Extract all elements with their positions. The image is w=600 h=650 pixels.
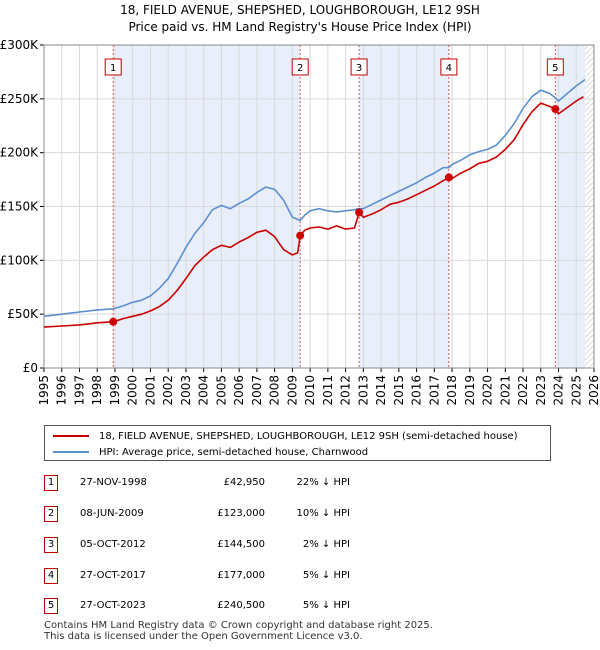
x-tick-label: 2006 — [232, 375, 246, 406]
footer-license: This data is licensed under the Open Gov… — [44, 631, 363, 642]
y-tick-label: £150K — [0, 200, 39, 214]
x-tick-label: 1999 — [108, 375, 122, 406]
sale-point — [551, 105, 560, 114]
sale-label-box — [291, 58, 309, 76]
legend-swatch-hpi — [53, 451, 89, 453]
y-tick-label: £200K — [0, 146, 39, 160]
x-tick-label: 2024 — [552, 375, 566, 406]
legend-item-property: 18, FIELD AVENUE, SHEPSHED, LOUGHBOROUGH… — [53, 429, 518, 443]
x-tick-label: 1995 — [37, 375, 51, 406]
x-tick-label: 2014 — [374, 375, 388, 406]
y-tick-label: £50K — [7, 307, 39, 321]
sale-number: 1 — [44, 475, 58, 491]
sale-price: £42,950 — [223, 477, 265, 488]
x-tick-label: 2008 — [268, 375, 282, 406]
sale-label-box — [440, 58, 458, 76]
x-tick-label: 2000 — [126, 375, 140, 406]
x-tick-label: 1997 — [72, 375, 86, 406]
x-tick-label: 2013 — [356, 375, 370, 406]
sale-hpi-diff: 5% ↓ HPI — [302, 600, 350, 611]
sale-hpi-diff: 10% ↓ HPI — [296, 508, 350, 519]
y-tick-label: £100K — [0, 253, 39, 267]
sale-hpi-diff: 5% ↓ HPI — [302, 570, 350, 581]
hpi-line — [43, 78, 586, 318]
sale-point — [296, 231, 305, 240]
x-tick-label: 2021 — [498, 375, 512, 406]
sale-label-box — [546, 58, 564, 76]
sale-label-box — [350, 58, 368, 76]
sale-date: 05-OCT-2012 — [80, 539, 146, 550]
legend-swatch-property — [53, 435, 89, 437]
x-tick-label: 2005 — [214, 375, 228, 406]
plot-frame — [43, 44, 595, 369]
sale-date: 08-JUN-2009 — [80, 508, 144, 519]
sale-label: 3 — [356, 63, 362, 74]
sale-label: 2 — [297, 63, 303, 74]
x-tick-label: 2026 — [587, 375, 600, 406]
sale-label: 1 — [110, 63, 116, 74]
table-row: 4 27-OCT-2017 £177,000 5% ↓ HPI — [0, 568, 600, 584]
sale-number: 2 — [44, 506, 58, 522]
x-tick-label: 1996 — [55, 375, 69, 406]
sale-hpi-diff: 22% ↓ HPI — [296, 477, 350, 488]
sale-number: 4 — [44, 568, 58, 584]
y-tick-label: £300K — [0, 38, 39, 52]
x-tick-label: 2022 — [516, 375, 530, 406]
legend-label-property: 18, FIELD AVENUE, SHEPSHED, LOUGHBOROUGH… — [99, 430, 518, 442]
table-row: 5 27-OCT-2023 £240,500 5% ↓ HPI — [0, 598, 600, 614]
table-row: 1 27-NOV-1998 £42,950 22% ↓ HPI — [0, 475, 600, 491]
x-tick-label: 2020 — [481, 375, 495, 406]
x-tick-label: 2018 — [445, 375, 459, 406]
x-tick-label: 2007 — [250, 375, 264, 406]
legend-item-hpi: HPI: Average price, semi-detached house,… — [53, 445, 368, 459]
sale-hpi-diff: 2% ↓ HPI — [302, 539, 350, 550]
x-tick-label: 2004 — [197, 375, 211, 406]
x-tick-label: 2019 — [463, 375, 477, 406]
legend-label-hpi: HPI: Average price, semi-detached house,… — [99, 446, 369, 458]
footer-copyright: Contains HM Land Registry data © Crown c… — [44, 620, 433, 631]
sale-price: £144,500 — [217, 539, 265, 550]
y-tick-label: £0 — [23, 361, 38, 375]
chart-subtitle: Price paid vs. HM Land Registry's House … — [128, 20, 472, 34]
property-price-line — [43, 96, 584, 328]
x-tick-label: 2003 — [179, 375, 193, 406]
table-row: 3 05-OCT-2012 £144,500 2% ↓ HPI — [0, 537, 600, 553]
x-tick-label: 2017 — [427, 375, 441, 406]
x-tick-label: 2016 — [410, 375, 424, 406]
sale-label-box — [104, 58, 122, 76]
chart-legend: 18, FIELD AVENUE, SHEPSHED, LOUGHBOROUGH… — [44, 425, 551, 461]
sale-point — [109, 317, 118, 326]
x-tick-label: 2023 — [534, 375, 548, 406]
sale-label: 4 — [446, 63, 452, 74]
sale-label: 5 — [552, 63, 558, 74]
sale-number: 5 — [44, 598, 58, 614]
sale-price: £177,000 — [217, 570, 265, 581]
sale-price: £240,500 — [217, 600, 265, 611]
chart-title: 18, FIELD AVENUE, SHEPSHED, LOUGHBOROUGH… — [120, 3, 480, 17]
table-row: 2 08-JUN-2009 £123,000 10% ↓ HPI — [0, 506, 600, 522]
sale-date: 27-OCT-2023 — [80, 600, 146, 611]
price-chart: 1995 1996 1997 1998 1999 2000 2001 2002 2003 2004… — [0, 38, 600, 406]
x-tick-label: 2009 — [285, 375, 299, 406]
y-tick-label: £250K — [0, 92, 39, 106]
x-tick-label: 1998 — [90, 375, 104, 406]
x-tick-label: 2025 — [569, 375, 583, 406]
sale-point — [444, 173, 453, 182]
x-tick-label: 2010 — [303, 375, 317, 406]
sale-date: 27-OCT-2017 — [80, 570, 146, 581]
sale-price: £123,000 — [217, 508, 265, 519]
x-tick-label: 2011 — [321, 375, 335, 406]
sale-number: 3 — [44, 537, 58, 553]
x-tick-label: 2015 — [392, 375, 406, 406]
sale-date: 27-NOV-1998 — [80, 477, 147, 488]
sale-point — [355, 208, 364, 217]
x-tick-label: 2012 — [339, 375, 353, 406]
x-tick-label: 2001 — [143, 375, 157, 406]
x-tick-label: 2002 — [161, 375, 175, 406]
